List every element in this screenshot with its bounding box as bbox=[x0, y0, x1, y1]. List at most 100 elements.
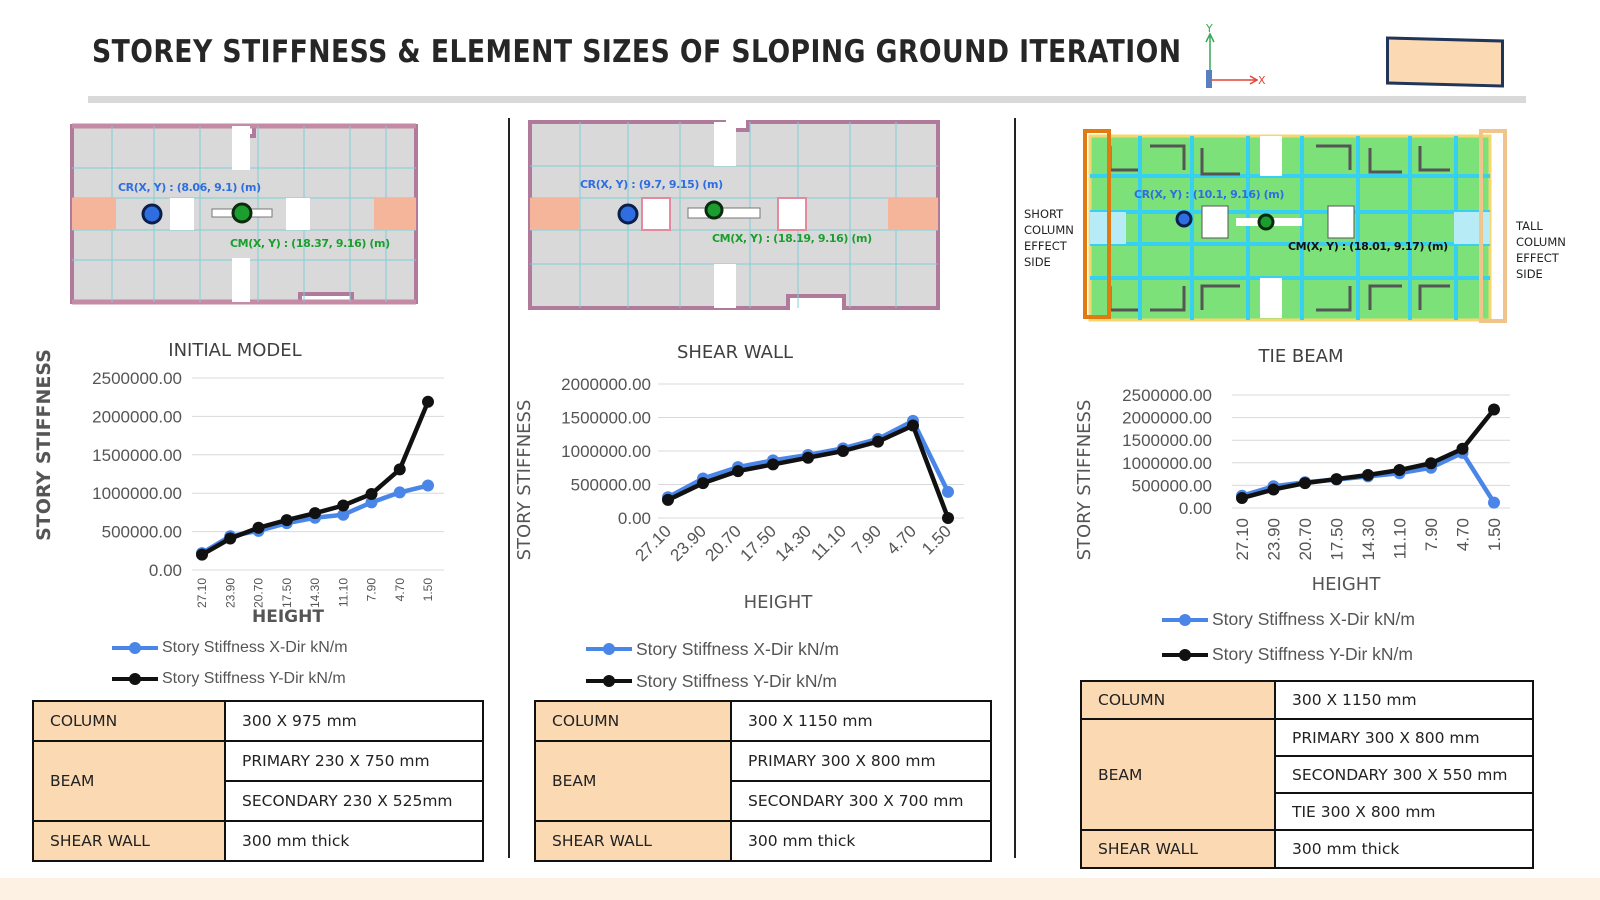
y-tick-label: 0.00 bbox=[1179, 499, 1212, 518]
y-tick-label: 2000000.00 bbox=[1122, 409, 1212, 428]
legend-item-y-dir: Story Stiffness Y-Dir kN/m bbox=[1162, 637, 1415, 672]
data-point-y-dir bbox=[1456, 442, 1469, 455]
tall-column-note: TALL COLUMN EFFECT SIDE bbox=[1516, 219, 1566, 281]
y-tick-label: 2500000.00 bbox=[92, 369, 182, 388]
y-tick-label: 1000000.00 bbox=[561, 442, 651, 461]
data-point-y-dir bbox=[224, 532, 237, 545]
data-point-y-dir bbox=[1330, 473, 1343, 486]
floor-plan-shear-wall bbox=[524, 104, 944, 320]
x-tick-label: 20.70 bbox=[252, 578, 266, 608]
y-tick-label: 0.00 bbox=[149, 561, 182, 580]
column-size: 300 X 1150 mm bbox=[1274, 680, 1534, 720]
x-tick-label: 20.70 bbox=[1296, 518, 1315, 561]
data-point-y-dir bbox=[802, 451, 814, 464]
beam-key: BEAM bbox=[1080, 718, 1276, 831]
data-point-y-dir bbox=[337, 499, 350, 512]
data-point-y-dir bbox=[393, 463, 406, 476]
data-point-y-dir bbox=[196, 548, 208, 561]
data-point-y-dir bbox=[767, 458, 779, 471]
beam-key: BEAM bbox=[32, 740, 226, 822]
y-tick-label: 500000.00 bbox=[571, 476, 651, 495]
cr-label: CR(X, Y) : (8.06, 9.1) (m) bbox=[118, 181, 261, 194]
page-title: STOREY STIFFNESS & ELEMENT SIZES OF SLOP… bbox=[92, 34, 1182, 70]
y-tick-label: 500000.00 bbox=[1132, 476, 1212, 495]
data-point-x-dir bbox=[365, 496, 378, 509]
x-tick-label: 4.70 bbox=[1453, 518, 1472, 551]
tie-beam-size: TIE 300 X 800 mm bbox=[1274, 792, 1534, 831]
y-tick-label: 1000000.00 bbox=[1122, 454, 1212, 473]
legend-swatch-x-icon bbox=[1162, 613, 1208, 626]
legend-item-x-dir: Story Stiffness X-Dir kN/m bbox=[1162, 602, 1415, 637]
data-point-y-dir bbox=[732, 465, 744, 478]
x-tick-label: 23.90 bbox=[223, 578, 237, 608]
x-tick-label: 14.30 bbox=[308, 578, 322, 608]
axis-y-letter: Y bbox=[1205, 22, 1213, 35]
cr-label: CR(X, Y) : (10.1, 9.16) (m) bbox=[1134, 188, 1284, 201]
data-point-y-dir bbox=[1393, 464, 1406, 477]
y-axis-title: STORY STIFFNESS bbox=[33, 349, 55, 541]
axis-orientation-icon: Y X bbox=[1200, 22, 1280, 92]
legend-label-y: Story Stiffness Y-Dir kN/m bbox=[636, 670, 837, 691]
short-column-side-marker bbox=[1083, 129, 1111, 319]
y-tick-label: 2500000.00 bbox=[1122, 386, 1212, 405]
element-sizes-table-initial-model: COLUMN 300 X 975 mm BEAM PRIMARY 230 X 750… bbox=[32, 700, 484, 862]
y-axis-title: STORY STIFFNESS bbox=[514, 400, 535, 561]
legend-label-x: Story Stiffness X-Dir kN/m bbox=[162, 638, 348, 656]
legend-label-y: Story Stiffness Y-Dir kN/m bbox=[1212, 644, 1413, 664]
chart-legend-shear-wall: Story Stiffness X-Dir kN/m Story Stiffne… bbox=[586, 633, 839, 697]
data-point-x-dir bbox=[1488, 496, 1500, 509]
panel-divider-2 bbox=[1014, 118, 1016, 858]
x-tick-label: 14.30 bbox=[1359, 518, 1378, 561]
data-point-y-dir bbox=[1488, 403, 1500, 416]
data-point-y-dir bbox=[837, 445, 849, 457]
data-point-x-dir bbox=[393, 486, 406, 499]
data-point-y-dir bbox=[942, 512, 954, 524]
primary-beam-size: PRIMARY 300 X 800 mm bbox=[1274, 718, 1534, 757]
chart-legend-tie-beam: Story Stiffness X-Dir kN/m Story Stiffne… bbox=[1162, 602, 1415, 672]
data-point-x-dir bbox=[942, 485, 954, 498]
stiffness-chart-shear-wall: 0.00 500000.00 1000000.00 1500000.00 2000000… bbox=[514, 375, 964, 613]
x-tick-label: 7.90 bbox=[1422, 518, 1441, 551]
beam-key: BEAM bbox=[534, 740, 732, 822]
data-point-y-dir bbox=[252, 521, 265, 534]
shear-wall-size: 300 mm thick bbox=[224, 820, 484, 862]
data-point-y-dir bbox=[1236, 492, 1248, 505]
legend-item-x-dir: Story Stiffness X-Dir kN/m bbox=[586, 633, 839, 665]
legend-label-y: Story Stiffness Y-Dir kN/m bbox=[162, 669, 346, 687]
y-tick-label: 1500000.00 bbox=[561, 409, 651, 428]
column-key: COLUMN bbox=[32, 700, 226, 742]
cr-marker-icon bbox=[1175, 210, 1193, 228]
column-key: COLUMN bbox=[534, 700, 732, 742]
shear-wall-key: SHEAR WALL bbox=[534, 820, 732, 862]
floor-plan-initial-model bbox=[64, 102, 436, 318]
cm-marker-icon bbox=[231, 202, 253, 224]
shear-wall-size: 300 mm thick bbox=[1274, 829, 1534, 869]
cm-label: CM(X, Y) : (18.37, 9.16) (m) bbox=[230, 237, 390, 250]
x-tick-label: 27.10 bbox=[1233, 518, 1252, 561]
x-tick-label: 4.70 bbox=[393, 578, 407, 602]
legend-swatch-y-icon bbox=[112, 672, 158, 685]
x-tick-label: 17.50 bbox=[280, 578, 294, 608]
stiffness-chart-initial-model: 0.00 500000.00 1000000.00 1500000.00 2000000… bbox=[0, 0, 500, 900]
shear-wall-key: SHEAR WALL bbox=[1080, 829, 1276, 869]
y-tick-label: 1000000.00 bbox=[92, 484, 182, 503]
chart-title-shear-wall: SHEAR WALL bbox=[676, 342, 794, 363]
data-point-y-dir bbox=[280, 514, 293, 527]
cm-marker-icon bbox=[704, 200, 724, 220]
cm-label: CM(X, Y) : (18.01, 9.17) (m) bbox=[1288, 240, 1448, 253]
legend-item-y-dir: Story Stiffness Y-Dir kN/m bbox=[112, 663, 348, 694]
x-tick-label: 23.90 bbox=[1264, 518, 1283, 561]
data-point-x-dir bbox=[337, 508, 350, 521]
column-size: 300 X 975 mm bbox=[224, 700, 484, 742]
cr-marker-icon bbox=[141, 203, 163, 225]
chart-legend-initial-model: Story Stiffness X-Dir kN/m Story Stiffne… bbox=[112, 632, 348, 694]
data-point-y-dir bbox=[697, 477, 709, 490]
shear-wall-size: 300 mm thick bbox=[730, 820, 992, 862]
legend-label-x: Story Stiffness X-Dir kN/m bbox=[1212, 609, 1415, 629]
data-point-y-dir bbox=[309, 507, 321, 520]
legend-item-y-dir: Story Stiffness Y-Dir kN/m bbox=[586, 665, 839, 697]
x-axis-title: HEIGHT bbox=[1312, 574, 1382, 595]
short-column-note: SHORT COLUMN EFFECT SIDE bbox=[1024, 207, 1074, 269]
legend-swatch-x-icon bbox=[112, 641, 158, 654]
